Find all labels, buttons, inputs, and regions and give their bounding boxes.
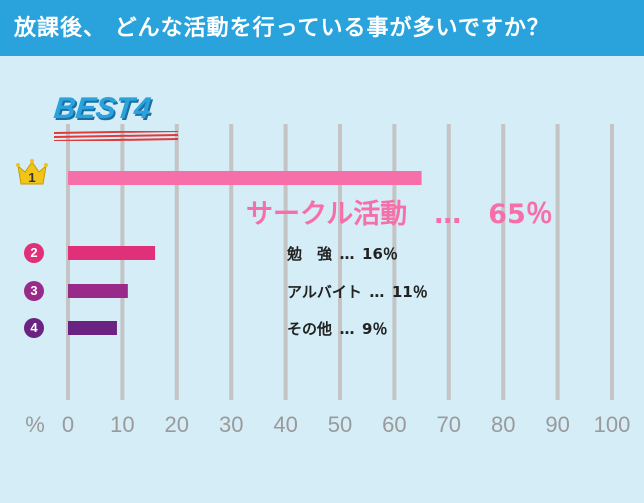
bar-1: [68, 171, 422, 185]
category-label: 勉 強: [287, 245, 333, 263]
best-underline: [54, 131, 178, 141]
bar-3: [68, 284, 128, 298]
x-tick-label: 80: [491, 412, 515, 437]
category-label: その他: [287, 320, 333, 338]
best-label: BEST4: [52, 92, 153, 125]
x-tick-label: 70: [437, 412, 461, 437]
x-tick-label: 100: [594, 412, 631, 437]
page-title: 放課後、 どんな活動を行っている事が多いですか？: [14, 16, 550, 41]
bar-label-4: その他 … 9％: [287, 318, 387, 339]
rank-badge-4: 4: [24, 318, 44, 338]
separator: …: [332, 245, 363, 263]
bar-label-2: 勉 強 … 16％: [287, 243, 398, 264]
x-tick-label: 30: [219, 412, 243, 437]
x-axis-label: %: [25, 412, 45, 437]
x-tick-label: 10: [110, 412, 134, 437]
x-tick-label: 40: [273, 412, 297, 437]
rank-badge-3: 3: [24, 281, 44, 301]
crown-icon: 1: [16, 159, 48, 185]
value-label: 65％: [488, 199, 553, 230]
rank-number: 1: [28, 170, 35, 185]
separator: …: [332, 320, 363, 338]
value-label: 9％: [362, 320, 388, 338]
value-label: 16％: [362, 245, 398, 263]
x-tick-label: 50: [328, 412, 352, 437]
bar-4: [68, 321, 117, 335]
separator: …: [361, 283, 392, 301]
x-tick-label: 20: [165, 412, 189, 437]
bar-label-1: サークル活動 … 65％: [246, 192, 553, 231]
x-tick-label: 0: [62, 412, 74, 437]
bar-label-3: アルバイト … 11％: [287, 281, 428, 302]
x-tick-label: 60: [382, 412, 406, 437]
x-tick-label: 90: [545, 412, 569, 437]
header-bar: 放課後、 どんな活動を行っている事が多いですか？: [0, 0, 644, 56]
separator: …: [407, 199, 489, 230]
bar-2: [68, 246, 156, 260]
rank-badge-2: 2: [24, 243, 44, 263]
value-label: 11％: [391, 283, 428, 301]
category-label: アルバイト: [287, 283, 362, 301]
category-label: サークル活動: [246, 199, 408, 230]
